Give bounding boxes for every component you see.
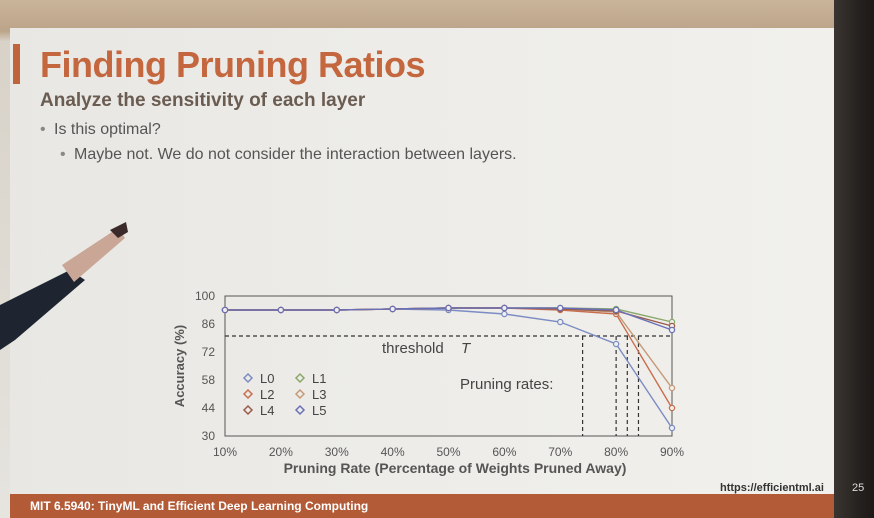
legend-label-l2: L2 <box>260 387 274 402</box>
legend-label-l5: L5 <box>312 403 326 418</box>
data-point-l5 <box>277 306 285 314</box>
data-point-l0 <box>668 424 676 432</box>
series-line-l2 <box>225 307 673 409</box>
slide-subtitle: Analyze the sensitivity of each layer <box>40 90 366 111</box>
legend-label-l0: L0 <box>260 371 274 386</box>
title-accent-bar <box>13 44 20 84</box>
x-tick-label: 10% <box>213 445 237 459</box>
sub-bullet-item: • Maybe not. We do not consider the inter… <box>60 146 517 164</box>
screen-edge <box>834 0 874 518</box>
data-point-l0 <box>557 318 564 326</box>
bullet-text: Is this optimal? <box>54 121 161 138</box>
x-tick-label: 20% <box>269 445 293 459</box>
bullet-icon: • <box>40 121 46 138</box>
sensitivity-chart: 30 44 58 72 86 100 10% 20% 30% 40% 50% 60% 70% 80% 90… <box>172 289 684 476</box>
slide-title: Finding Pruning Ratios <box>40 44 425 85</box>
pruning-rates-label: Pruning rates: <box>460 376 553 393</box>
y-tick-label: 30 <box>202 429 216 443</box>
sub-bullet-text: Maybe not. We do not consider the intera… <box>74 146 517 163</box>
series-line-l0 <box>225 308 673 429</box>
x-tick-label: 80% <box>604 445 628 459</box>
presenter-hand-pointer <box>0 222 128 350</box>
data-point-l2 <box>668 404 676 412</box>
y-tick-label: 44 <box>202 401 216 415</box>
data-point-l5 <box>389 305 396 313</box>
slide-background <box>10 28 834 498</box>
threshold-label: threshold <box>382 340 444 357</box>
bullet-item: • Is this optimal? <box>40 121 161 139</box>
data-point-l5 <box>668 326 676 334</box>
y-tick-label: 100 <box>195 289 215 303</box>
x-tick-label: 90% <box>660 445 684 459</box>
legend-marker-l0-icon <box>242 372 254 384</box>
y-tick-label: 58 <box>202 373 216 387</box>
footer-bar <box>10 494 834 518</box>
data-point-l5 <box>501 304 508 312</box>
legend-marker-l4-icon <box>242 404 254 416</box>
page-number: 25 <box>852 482 865 494</box>
legend-marker-l3-icon <box>294 388 306 400</box>
data-point-l5 <box>445 304 452 312</box>
x-tick-label: 60% <box>492 445 516 459</box>
legend-marker-l2-icon <box>242 388 254 400</box>
legend-label-l4: L4 <box>260 403 274 418</box>
y-tick-label: 86 <box>202 317 216 331</box>
legend-marker-l5-icon <box>294 404 306 416</box>
threshold-symbol: T <box>461 340 472 357</box>
x-tick-label: 30% <box>325 445 349 459</box>
data-point-l5 <box>612 306 620 314</box>
data-point-l5 <box>557 304 564 312</box>
course-name: MIT 6.5940: TinyML and Efficient Deep Le… <box>30 499 369 513</box>
x-axis-label: Pruning Rate (Percentage of Weights Prun… <box>284 460 627 476</box>
y-axis-label: Accuracy (%) <box>172 325 187 407</box>
x-tick-label: 50% <box>436 445 460 459</box>
x-tick-label: 70% <box>548 445 572 459</box>
legend-label-l3: L3 <box>312 387 326 402</box>
legend-label-l1: L1 <box>312 371 326 386</box>
data-point-l0 <box>612 340 620 348</box>
data-point-l3 <box>668 384 676 392</box>
series-line-l3 <box>225 307 673 389</box>
course-url[interactable]: https://efficientml.ai <box>720 482 824 494</box>
data-point-l0 <box>501 310 508 318</box>
data-point-l5 <box>221 306 229 314</box>
x-tick-label: 40% <box>381 445 405 459</box>
legend-marker-l1-icon <box>294 372 306 384</box>
data-point-l5 <box>333 306 340 314</box>
y-tick-label: 72 <box>202 345 216 359</box>
plot-area <box>224 295 673 437</box>
bullet-icon: • <box>60 146 66 163</box>
